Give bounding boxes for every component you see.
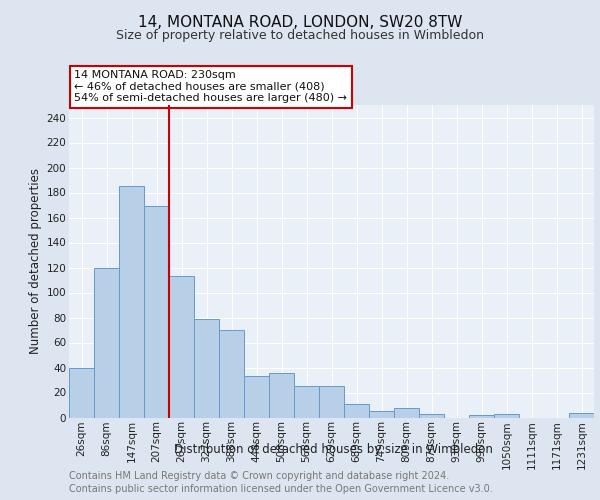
Bar <box>244 376 269 418</box>
Y-axis label: Number of detached properties: Number of detached properties <box>29 168 43 354</box>
Bar <box>494 414 519 418</box>
Text: 14, MONTANA ROAD, LONDON, SW20 8TW: 14, MONTANA ROAD, LONDON, SW20 8TW <box>138 15 462 30</box>
Bar <box>569 412 594 418</box>
Bar <box>194 319 219 418</box>
Bar <box>344 404 369 417</box>
Bar <box>419 414 444 418</box>
Text: Distribution of detached houses by size in Wimbledon: Distribution of detached houses by size … <box>173 442 493 456</box>
Bar <box>144 206 169 418</box>
Text: Contains HM Land Registry data © Crown copyright and database right 2024.: Contains HM Land Registry data © Crown c… <box>69 471 449 481</box>
Bar <box>169 276 194 418</box>
Bar <box>294 386 319 418</box>
Bar <box>219 330 244 418</box>
Bar <box>319 386 344 418</box>
Text: 14 MONTANA ROAD: 230sqm
← 46% of detached houses are smaller (408)
54% of semi-d: 14 MONTANA ROAD: 230sqm ← 46% of detache… <box>74 70 347 103</box>
Bar <box>369 411 394 418</box>
Text: Size of property relative to detached houses in Wimbledon: Size of property relative to detached ho… <box>116 29 484 42</box>
Bar <box>394 408 419 418</box>
Bar <box>69 368 94 418</box>
Bar <box>119 186 144 418</box>
Bar <box>269 372 294 418</box>
Bar <box>469 415 494 418</box>
Text: Contains public sector information licensed under the Open Government Licence v3: Contains public sector information licen… <box>69 484 493 494</box>
Bar <box>94 268 119 418</box>
